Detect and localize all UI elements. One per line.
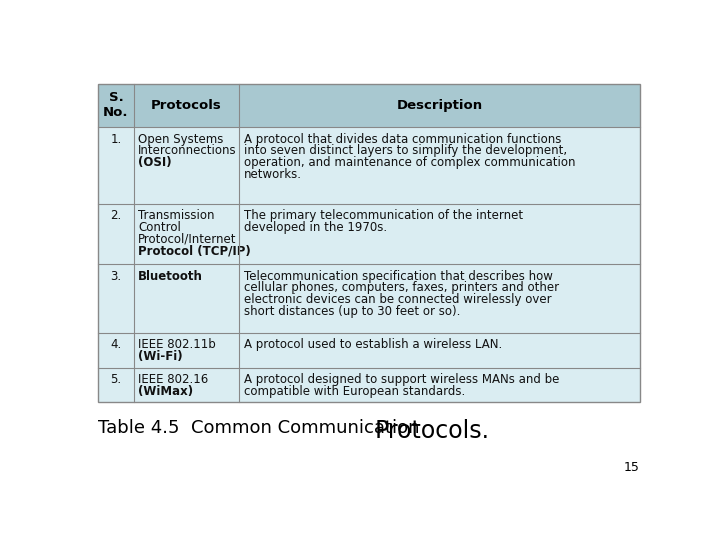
Text: 3.: 3. <box>110 270 122 283</box>
Text: networks.: networks. <box>243 167 302 180</box>
Text: cellular phones, computers, faxes, printers and other: cellular phones, computers, faxes, print… <box>243 281 559 294</box>
Text: (Wi-Fi): (Wi-Fi) <box>138 350 183 363</box>
Text: Protocol (TCP/IP): Protocol (TCP/IP) <box>138 245 251 258</box>
Text: Description: Description <box>396 99 482 112</box>
Text: (WiMax): (WiMax) <box>138 384 193 397</box>
Text: into seven distinct layers to simplify the development,: into seven distinct layers to simplify t… <box>243 144 567 157</box>
Text: Control: Control <box>138 221 181 234</box>
FancyBboxPatch shape <box>99 204 639 265</box>
Text: 5.: 5. <box>110 373 122 386</box>
Text: S.
No.: S. No. <box>103 91 129 119</box>
Text: Protocol/Internet: Protocol/Internet <box>138 233 236 246</box>
Text: short distances (up to 30 feet or so).: short distances (up to 30 feet or so). <box>243 305 460 318</box>
Text: (OSI): (OSI) <box>138 156 171 169</box>
Text: A protocol that divides data communication functions: A protocol that divides data communicati… <box>243 133 561 146</box>
Text: Transmission: Transmission <box>138 210 215 222</box>
Text: 2.: 2. <box>110 210 122 222</box>
FancyBboxPatch shape <box>99 265 639 333</box>
Text: IEEE 802.16: IEEE 802.16 <box>138 373 208 386</box>
Text: operation, and maintenance of complex communication: operation, and maintenance of complex co… <box>243 156 575 169</box>
FancyBboxPatch shape <box>99 127 639 204</box>
Text: Protocols.: Protocols. <box>374 420 490 443</box>
Text: Telecommunication specification that describes how: Telecommunication specification that des… <box>243 270 552 283</box>
Text: Protocols: Protocols <box>151 99 222 112</box>
Text: 4.: 4. <box>110 339 122 352</box>
Text: Bluetooth: Bluetooth <box>138 270 203 283</box>
Text: Open Systems: Open Systems <box>138 133 223 146</box>
Text: developed in the 1970s.: developed in the 1970s. <box>243 221 387 234</box>
FancyBboxPatch shape <box>99 84 639 127</box>
Text: 15: 15 <box>624 461 639 474</box>
Text: A protocol used to establish a wireless LAN.: A protocol used to establish a wireless … <box>243 339 502 352</box>
Text: A protocol designed to support wireless MANs and be: A protocol designed to support wireless … <box>243 373 559 386</box>
Text: Interconnections: Interconnections <box>138 144 237 157</box>
Text: electronic devices can be connected wirelessly over: electronic devices can be connected wire… <box>243 293 552 306</box>
Text: IEEE 802.11b: IEEE 802.11b <box>138 339 216 352</box>
Text: Table 4.5  Common Communication: Table 4.5 Common Communication <box>99 420 426 437</box>
Text: 1.: 1. <box>110 133 122 146</box>
FancyBboxPatch shape <box>99 333 639 368</box>
Text: compatible with European standards.: compatible with European standards. <box>243 384 465 397</box>
Text: The primary telecommunication of the internet: The primary telecommunication of the int… <box>243 210 523 222</box>
FancyBboxPatch shape <box>99 368 639 402</box>
